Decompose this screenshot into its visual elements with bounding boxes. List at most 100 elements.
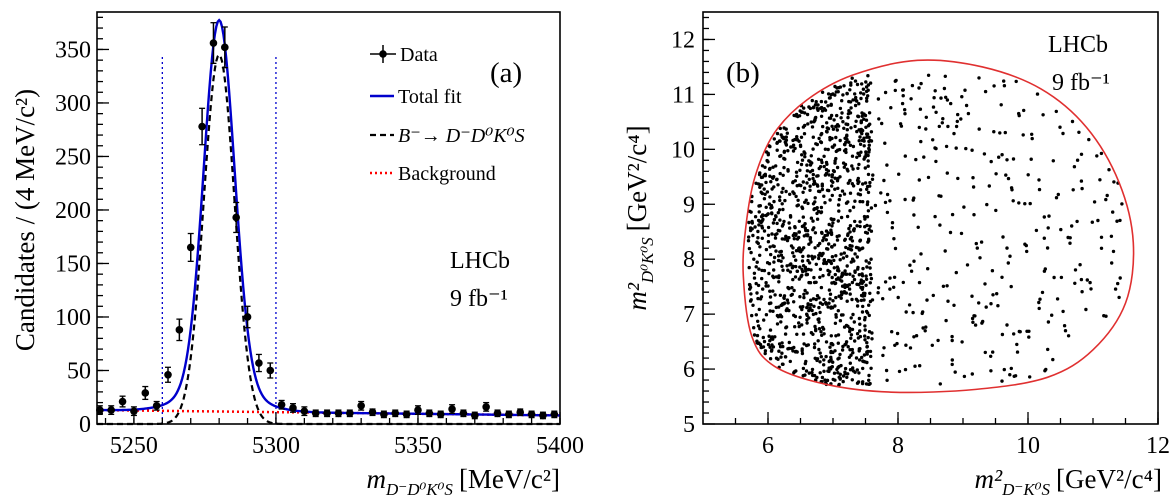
dalitz-point (983, 89, 988, 94)
dalitz-point (919, 81, 923, 86)
dalitz-point (824, 167, 829, 172)
panel-a-label: (a) (490, 57, 522, 89)
dalitz-point (764, 313, 769, 317)
dalitz-point (761, 217, 765, 222)
dalitz-point (805, 312, 809, 316)
data-point (368, 408, 377, 417)
dalitz-point (883, 90, 888, 95)
dalitz-point (866, 164, 870, 168)
dalitz-point (778, 250, 782, 254)
dalitz-point (972, 314, 976, 318)
dalitz-point (955, 119, 959, 124)
data-point (266, 362, 275, 379)
dalitz-point (1045, 246, 1050, 250)
dalitz-point (802, 292, 806, 296)
dalitz-point (826, 92, 831, 96)
dalitz-point (752, 333, 757, 337)
dalitz-point (749, 250, 753, 255)
data-point (209, 22, 218, 65)
dalitz-point (857, 347, 861, 351)
dalitz-point (846, 181, 850, 185)
dalitz-point (792, 191, 796, 196)
dalitz-point (861, 266, 865, 271)
dalitz-point (855, 282, 859, 286)
dalitz-point (765, 190, 770, 194)
data-marker (300, 407, 309, 415)
dalitz-point (810, 168, 815, 173)
dalitz-point (809, 216, 814, 220)
dalitz-point (787, 221, 791, 225)
dalitz-point (859, 150, 863, 154)
dalitz-point (769, 180, 773, 184)
dalitz-point (832, 243, 837, 247)
dalitz-point (798, 315, 802, 319)
dalitz-point (1001, 235, 1005, 239)
dalitz-point (1023, 202, 1027, 206)
data-marker (505, 410, 513, 419)
dalitz-point (856, 265, 860, 270)
dalitz-point (853, 370, 857, 374)
dalitz-point (851, 184, 856, 188)
data-point (539, 411, 547, 420)
dalitz-point (882, 346, 886, 350)
dalitz-point (856, 176, 860, 181)
dalitz-point (865, 187, 869, 191)
dalitz-point (863, 334, 867, 338)
dalitz-point (987, 184, 991, 188)
dalitz-point (830, 255, 835, 259)
dalitz-point (808, 106, 813, 111)
dalitz-point (953, 370, 957, 374)
dalitz-point (781, 207, 785, 212)
dalitz-point (849, 235, 854, 240)
dalitz-point (794, 369, 798, 373)
dalitz-point (850, 280, 855, 285)
dalitz-point (836, 267, 840, 271)
data-point (380, 410, 388, 419)
panel-a-ticks: 5250 5300 5350 5400 0 50 100 150 200 250 300 350 (55, 16, 584, 459)
dalitz-point (865, 135, 869, 139)
dalitz-point (760, 236, 764, 240)
dalitz-point (813, 255, 817, 259)
dalitz-point (861, 87, 866, 91)
dalitz-point (854, 297, 859, 301)
y-tick-label: 11 (672, 82, 695, 108)
data-marker (175, 326, 184, 334)
dalitz-point (811, 228, 815, 232)
dalitz-point (780, 135, 784, 139)
dalitz-point (821, 238, 825, 243)
dalitz-point (977, 127, 981, 131)
dalitz-point (836, 341, 840, 345)
dalitz-point (864, 80, 868, 84)
dalitz-point (1061, 309, 1065, 314)
dalitz-point (856, 166, 860, 170)
dalitz-point (759, 214, 764, 219)
dalitz-point (852, 277, 857, 282)
dalitz-point (938, 382, 942, 386)
dalitz-point (1006, 261, 1010, 265)
dalitz-point (833, 281, 838, 285)
dalitz-point (768, 166, 772, 171)
dalitz-point (897, 369, 902, 374)
dalitz-point (788, 226, 792, 230)
dalitz-point (771, 221, 776, 225)
dalitz-point (959, 231, 964, 236)
dalitz-point (869, 257, 873, 261)
dalitz-point (802, 132, 807, 136)
dalitz-point (815, 375, 819, 380)
dalitz-point (804, 267, 808, 271)
dalitz-point (840, 99, 844, 103)
dalitz-point (1017, 201, 1021, 205)
data-marker (516, 408, 525, 417)
dalitz-point (819, 285, 824, 290)
dalitz-point (1002, 84, 1007, 88)
dalitz-point (782, 219, 786, 224)
y-tick-label: 150 (55, 251, 91, 277)
dalitz-point (917, 280, 922, 285)
dalitz-point (768, 195, 772, 199)
dalitz-point (831, 221, 835, 225)
dalitz-point (1075, 219, 1079, 224)
data-point (493, 409, 502, 418)
dalitz-point (793, 146, 797, 151)
dalitz-point (843, 272, 848, 276)
dalitz-point (844, 201, 849, 205)
